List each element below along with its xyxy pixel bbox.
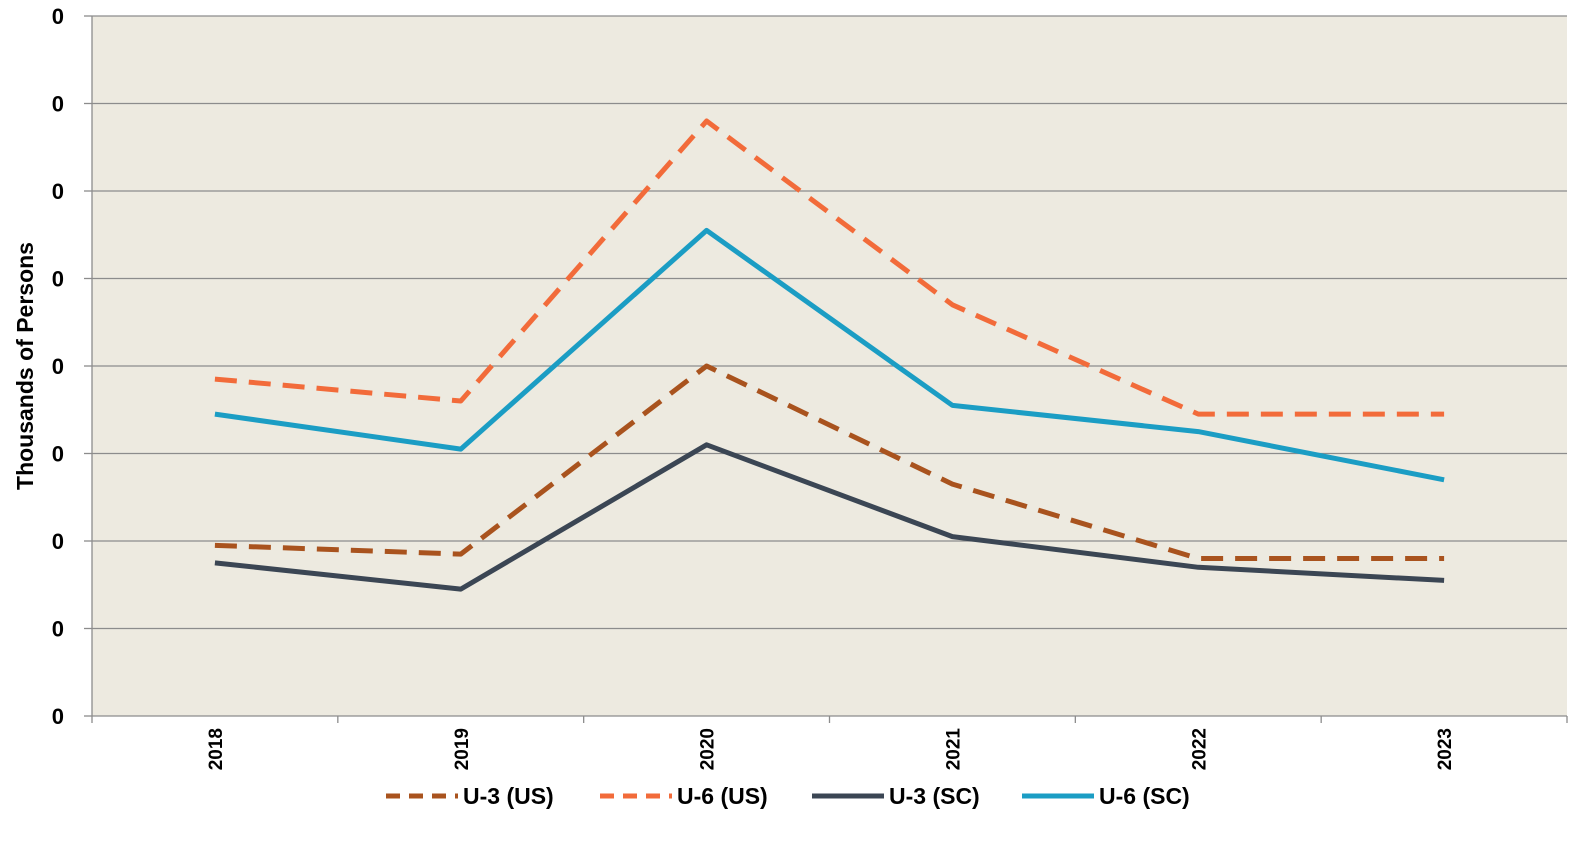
x-tick-label: 2023	[1435, 728, 1456, 770]
series-line	[214, 363, 1445, 561]
legend: U-3 (US) U-6 (US) U-3 (SC) U-6 (SC)	[386, 783, 1190, 809]
y-tick-label: 0	[52, 92, 64, 117]
x-tick-label: 2019	[452, 728, 473, 770]
x-tick-label: 2022	[1189, 728, 1210, 770]
y-tick-label: 0	[52, 529, 64, 554]
y-tick-label: 0	[52, 179, 64, 204]
series-line	[214, 442, 1445, 592]
series-line	[214, 227, 1445, 483]
legend-label: U-3 (SC)	[889, 783, 980, 809]
series-lines	[214, 118, 1445, 592]
legend-label: U-6 (SC)	[1099, 783, 1190, 809]
series-line	[214, 118, 1445, 417]
y-tick-label: 0	[52, 442, 64, 467]
axes	[91, 16, 1568, 723]
y-tick-label: 0	[52, 617, 64, 642]
y-tick-label: 0	[52, 354, 64, 379]
x-tick-label: 2020	[698, 728, 719, 770]
gridlines	[84, 15, 1567, 717]
y-axis-title: Thousands of Persons	[12, 242, 38, 490]
y-axis-tick-labels: 0 0 0 0 0 0 0 0 0	[52, 4, 64, 729]
x-tick-label: 2021	[943, 728, 964, 771]
y-tick-label: 0	[52, 704, 64, 729]
y-tick-label: 0	[52, 4, 64, 29]
y-tick-label: 0	[52, 267, 64, 292]
legend-label: U-3 (US)	[463, 783, 554, 809]
x-tick-label: 2018	[206, 728, 227, 770]
legend-label: U-6 (US)	[677, 783, 768, 809]
x-axis-tick-labels: 2018 2019 2020 2021 2022 2023	[206, 728, 1456, 771]
